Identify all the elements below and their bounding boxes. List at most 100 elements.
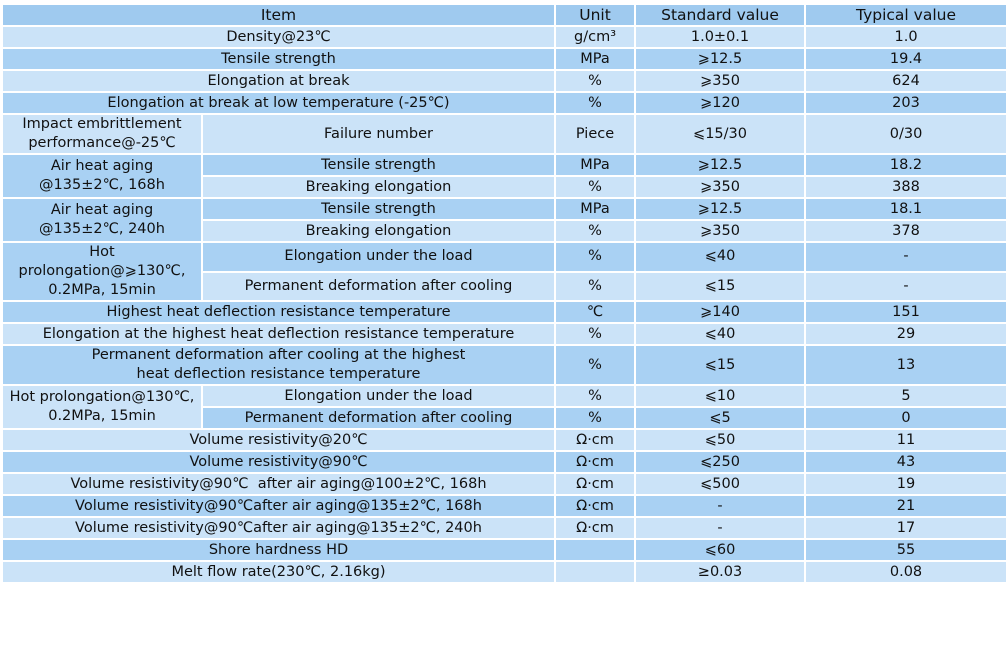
- typical-cell: 19.4: [804, 47, 1008, 71]
- spec-table: Item Unit Standard value Typical value Dens…: [0, 3, 1008, 584]
- standard-cell: 1.0±0.1: [634, 25, 807, 49]
- typical-cell: -: [804, 270, 1008, 302]
- cell-text: Elongation at break at low temperature (…: [107, 94, 450, 111]
- cell-text: ⩽5: [709, 409, 731, 426]
- cell-text: ⩾350: [700, 222, 740, 239]
- cell-text: ⩽15: [704, 356, 736, 373]
- standard-cell: ⩽50: [634, 428, 807, 452]
- typical-cell: 0: [804, 406, 1008, 430]
- table-row: Melt flow rate(230℃, 2.16kg) ≥0.03 0.08: [0, 560, 1008, 584]
- cell-text: %: [588, 94, 602, 111]
- table-row: Shore hardness HD ⩽60 55: [0, 538, 1008, 562]
- cell-line: @135±2℃, 240h: [39, 221, 165, 237]
- cell-text: 55: [896, 541, 916, 558]
- cell-text: ⩽15/30: [693, 125, 747, 142]
- cell-text: -: [717, 519, 723, 536]
- table-row: Volume resistivity@90℃after air aging@13…: [0, 494, 1008, 518]
- cell-text: ⩽50: [704, 431, 736, 448]
- standard-cell: ⩾140: [634, 300, 807, 324]
- typical-cell: 388: [804, 175, 1008, 199]
- table-row: Permanent deformation after cooling% ⩽5 0: [2, 406, 1008, 430]
- cell-line: heat deflection resistance temperature: [136, 366, 421, 382]
- cell-text: 151: [892, 303, 920, 320]
- item-cell: Melt flow rate(230℃, 2.16kg): [0, 560, 557, 584]
- cell-text: Failure number: [324, 125, 433, 142]
- typical-cell: -: [804, 241, 1008, 273]
- typical-cell: 151: [804, 300, 1008, 324]
- typical-cell: 19: [804, 472, 1008, 496]
- item-cell: Breaking elongation: [200, 219, 557, 243]
- cell-text: Elongation under the load: [284, 387, 473, 404]
- table-row: Elongation at break% ⩾350 624: [0, 69, 1008, 93]
- cell-text: Volume resistivity@90℃ after air aging@1…: [70, 475, 487, 492]
- cell-text: 5: [901, 387, 911, 404]
- unit-cell: Ω·cm: [554, 472, 637, 496]
- cell-text: ⩾120: [700, 94, 740, 111]
- header-cell: Standard value: [634, 3, 807, 27]
- cell-text: Ω·cm: [576, 475, 614, 492]
- unit-cell: ℃: [554, 300, 637, 324]
- standard-cell: ⩽15/30: [634, 113, 807, 155]
- standard-cell: ⩽500: [634, 472, 807, 496]
- cell-text: ⩾140: [700, 303, 740, 320]
- cell-text: Tensile strength: [321, 156, 436, 173]
- table-row: Elongation at break at low temperature (…: [0, 91, 1008, 115]
- cell-text: -: [717, 497, 723, 514]
- table-row: Volume resistivity@90℃after air aging@13…: [0, 516, 1008, 540]
- table-row: Density@23℃ g/cm³ 1.0±0.1 1.0: [0, 25, 1008, 49]
- standard-cell: ⩽5: [634, 406, 807, 430]
- cell-text: Ω·cm: [576, 497, 614, 514]
- cell-line: @135±2℃, 168h: [39, 177, 165, 193]
- item-cell: Volume resistivity@90℃ after air aging@1…: [0, 472, 557, 496]
- cell-text: Volume resistivity@90℃: [189, 453, 368, 470]
- cell-text: Volume resistivity@20℃: [189, 431, 368, 448]
- unit-cell: [554, 560, 637, 584]
- table-row: Air heat aging @135±2℃, 168h Tensile stren…: [1, 153, 1008, 199]
- item-cell: Highest heat deflection resistance tempe…: [0, 300, 557, 324]
- standard-cell: -: [634, 494, 807, 518]
- cell-text: ⩽40: [704, 325, 736, 342]
- item-cell: Tensile strength: [200, 153, 557, 177]
- item-cell: Tensile strength: [200, 197, 557, 221]
- cell-text: Ω·cm: [576, 431, 614, 448]
- unit-cell: [554, 538, 637, 562]
- unit-cell: %: [554, 175, 637, 199]
- cell-text: 0: [901, 409, 911, 426]
- cell-line: Hot prolongation@130℃,: [9, 389, 195, 405]
- cell-text: %: [588, 387, 602, 404]
- item-cell: Tensile strength: [0, 47, 557, 71]
- standard-cell: ⩾350: [634, 175, 807, 199]
- table-row: Impact embrittlement performance@-25℃ Fail…: [1, 113, 1008, 155]
- standard-cell: ⩾12.5: [634, 47, 807, 71]
- cell-text: Permanent deformation after cooling: [244, 409, 513, 426]
- cell-line: prolongation@⩾130℃,: [18, 263, 186, 279]
- unit-cell: Ω·cm: [554, 428, 637, 452]
- item-cell: Shore hardness HD: [0, 538, 557, 562]
- table-row: Tensile strength MPa ⩾12.5 19.4: [0, 47, 1008, 71]
- cell-text: Highest heat deflection resistance tempe…: [106, 303, 451, 320]
- cell-text: %: [588, 325, 602, 342]
- item-cell: Volume resistivity@90℃after air aging@13…: [0, 516, 557, 540]
- standard-cell: -: [634, 516, 807, 540]
- unit-cell: %: [554, 241, 637, 273]
- cell-text: ≥0.03: [697, 563, 743, 580]
- cell-text: g/cm³: [574, 28, 617, 45]
- unit-cell: Piece: [554, 113, 637, 155]
- typical-cell: 624: [804, 69, 1008, 93]
- table-row: Air heat aging @135±2℃, 240h Tensile stren…: [1, 197, 1008, 243]
- unit-cell: Ω·cm: [554, 494, 637, 518]
- cell-text: 18.1: [889, 200, 923, 217]
- cell-text: %: [588, 356, 602, 373]
- standard-cell: ⩾350: [634, 219, 807, 243]
- cell-text: -: [903, 248, 909, 265]
- cell-text: 19.4: [889, 50, 923, 67]
- item-cell: Permanent deformation after cooling: [200, 270, 557, 302]
- standard-cell: ⩽40: [634, 322, 807, 346]
- cell-text: 18.2: [889, 156, 923, 173]
- typical-cell: 18.1: [804, 197, 1008, 221]
- table-row: Permanent deformation after cooling at t…: [0, 344, 1008, 386]
- standard-cell: ⩾350: [634, 69, 807, 93]
- item-cell: Density@23℃: [0, 25, 557, 49]
- cell-text: ⩽500: [700, 475, 740, 492]
- item-cell: Volume resistivity@90℃after air aging@13…: [0, 494, 557, 518]
